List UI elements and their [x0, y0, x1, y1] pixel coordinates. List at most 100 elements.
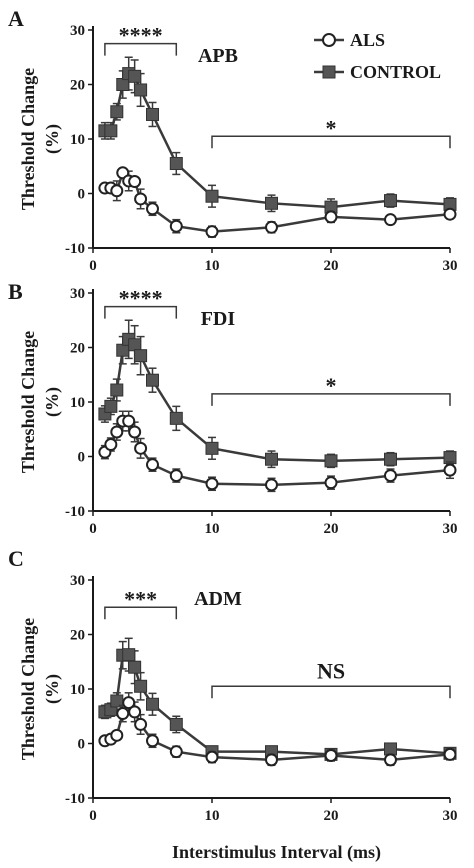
series-als	[98, 410, 457, 493]
data-point-square	[169, 717, 183, 731]
series-line	[104, 71, 451, 209]
data-point-circle	[128, 175, 142, 189]
data-point-circle	[146, 734, 159, 748]
data-point-square	[384, 742, 397, 756]
data-point-square	[169, 411, 183, 425]
data-point-circle	[110, 184, 124, 198]
series-control	[98, 319, 457, 469]
panel-letter: C	[8, 546, 24, 571]
legend-label: ALS	[350, 30, 385, 50]
significance-bracket	[211, 393, 451, 406]
x-tick-label: 0	[89, 808, 97, 824]
significance-label: ****	[119, 23, 163, 48]
y-tick-label: 10	[70, 395, 85, 411]
data-point-square	[128, 338, 142, 352]
series-line	[104, 653, 451, 756]
panel-letter: A	[8, 6, 24, 31]
significance-label: ****	[119, 286, 163, 311]
legend-marker-square	[322, 65, 336, 79]
data-point-circle	[265, 220, 278, 234]
significance-label: *	[326, 373, 337, 398]
data-point-circle	[324, 748, 338, 762]
x-tick-label: 30	[443, 808, 458, 824]
legend-marker-circle	[322, 33, 336, 47]
data-point-square	[205, 441, 219, 455]
data-point-circle	[122, 696, 136, 710]
x-tick-label: 10	[205, 521, 220, 537]
data-point-circle	[169, 469, 183, 483]
y-tick-label: 0	[78, 450, 86, 466]
data-point-square	[205, 189, 219, 203]
data-point-square	[110, 105, 124, 119]
series-control	[98, 56, 457, 217]
data-point-square	[169, 157, 183, 171]
y-tick-label: 10	[70, 132, 85, 148]
data-point-square	[265, 196, 278, 210]
series-als	[98, 692, 457, 767]
legend-label: CONTROL	[350, 62, 441, 82]
y-tick-label: 30	[70, 23, 85, 39]
y-axis-label: Threshold Change (%)	[18, 331, 63, 473]
data-point-square	[110, 383, 124, 397]
data-point-square	[128, 660, 142, 674]
muscle-title: FDI	[201, 308, 236, 330]
muscle-title: ADM	[194, 588, 242, 610]
y-axis-label: Threshold Change (%)	[18, 68, 63, 210]
data-point-circle	[134, 441, 148, 455]
data-point-square	[122, 648, 136, 662]
data-point-circle	[384, 469, 397, 483]
significance-bracket	[104, 606, 178, 620]
data-point-circle	[265, 478, 278, 492]
significance-label: ***	[124, 586, 157, 611]
y-tick-label: -10	[65, 504, 85, 520]
data-point-square	[134, 679, 148, 693]
data-point-circle	[134, 192, 148, 206]
significance-bracket	[211, 685, 451, 699]
data-point-square	[104, 124, 118, 138]
y-tick-label: 10	[70, 682, 85, 698]
data-point-square	[116, 78, 130, 91]
x-tick-label: 20	[324, 258, 339, 274]
y-tick-label: 20	[70, 628, 85, 644]
data-point-square	[265, 452, 278, 466]
x-tick-label: 20	[324, 808, 339, 824]
data-point-circle	[104, 438, 118, 452]
y-tick-label: -10	[65, 241, 85, 257]
significance-label: NS	[317, 658, 345, 683]
data-point-square	[104, 399, 118, 413]
data-point-circle	[443, 747, 457, 761]
data-point-circle	[384, 753, 397, 767]
data-point-square	[324, 454, 338, 468]
data-point-circle	[443, 207, 457, 221]
data-point-square	[384, 194, 397, 208]
significance-bracket	[104, 305, 178, 319]
muscle-title: APB	[198, 45, 238, 67]
x-tick-label: 0	[89, 258, 97, 274]
y-tick-label: 30	[70, 573, 85, 589]
y-tick-label: 0	[78, 187, 86, 203]
y-tick-label: -10	[65, 791, 85, 807]
data-point-circle	[324, 476, 338, 490]
significance-bracket	[104, 42, 178, 56]
data-point-circle	[443, 463, 457, 477]
x-tick-label: 10	[205, 258, 220, 274]
data-point-circle	[122, 414, 136, 428]
data-point-circle	[146, 458, 159, 472]
series-line	[103, 337, 451, 463]
y-tick-label: 20	[70, 78, 85, 94]
legend: ALS CONTROL	[314, 30, 441, 82]
x-tick-label: 0	[89, 521, 97, 537]
series-als	[98, 166, 457, 239]
data-point-circle	[146, 202, 159, 216]
y-tick-label: 20	[70, 341, 85, 357]
data-point-circle	[205, 477, 219, 491]
panel-letter: B	[8, 279, 23, 304]
data-point-circle	[134, 717, 148, 731]
data-point-circle	[205, 225, 219, 239]
data-point-square	[146, 107, 159, 121]
data-point-circle	[265, 753, 278, 767]
y-tick-label: 0	[78, 737, 86, 753]
